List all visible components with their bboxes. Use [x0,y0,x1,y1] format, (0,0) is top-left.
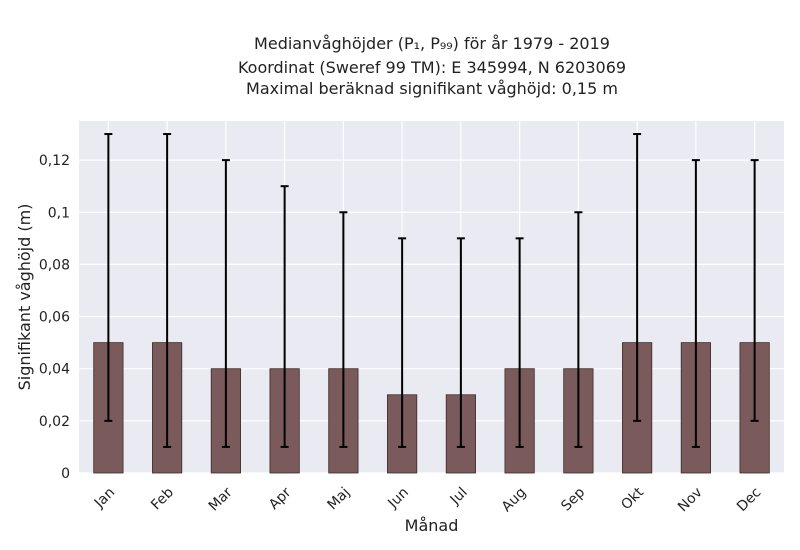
x-tick-label: Jul [447,485,471,509]
x-tick-label: Jun [384,485,411,512]
x-tick-label: Mar [206,484,236,514]
x-tick-label: Feb [148,484,177,513]
x-tick-label: Maj [325,485,354,514]
y-tick-label: 0,06 [39,310,70,326]
y-tick-labels: 0 0,02 0,04 0,06 0,08 0,1 0,12 [39,153,70,482]
chart-title-line-2: Koordinat (Sweref 99 TM): E 345994, N 62… [237,58,627,77]
y-tick-label: 0,12 [39,153,70,169]
y-tick-label: 0,04 [39,362,70,378]
y-axis-label: Signifikant våghöjd (m) [15,204,34,391]
chart-title-line-1: Medianvåghöjder (P₁, P₉₉) för år 1979 - … [254,34,610,53]
x-tick-label: Okt [618,484,647,513]
x-tick-label: Sep [558,484,588,514]
y-tick-label: 0 [61,466,70,482]
y-tick-label: 0,08 [39,257,70,273]
x-tick-label: Nov [675,485,706,516]
x-axis-label: Månad [405,516,459,535]
x-tick-label: Apr [266,484,295,513]
x-tick-label: Dec [734,485,764,515]
x-tick-label: Aug [499,485,530,516]
x-tick-labels: Jan Feb Mar Apr Maj Jun Jul Aug Sep Okt Nov Dec [91,484,765,515]
x-tick-label: Jan [91,485,118,512]
plot-area [79,121,784,473]
y-tick-label: 0,02 [39,414,70,430]
error-bars [104,133,759,448]
y-tick-label: 0,1 [48,205,70,221]
chart-title-line-3: Maximal beräknad signifikant våghöjd: 0,… [246,79,618,98]
